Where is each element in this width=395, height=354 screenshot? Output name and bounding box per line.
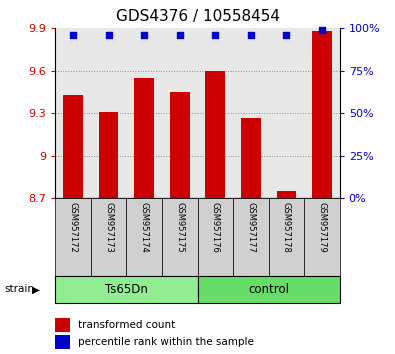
- Point: [70, 32, 76, 38]
- Text: GDS4376 / 10558454: GDS4376 / 10558454: [115, 9, 280, 24]
- Text: GSM957179: GSM957179: [318, 202, 326, 253]
- Bar: [55, 276, 198, 303]
- Point: [248, 32, 254, 38]
- Point: [105, 32, 112, 38]
- Bar: [55, 318, 70, 332]
- Bar: [91, 198, 126, 276]
- Bar: [55, 198, 91, 276]
- Bar: [198, 198, 233, 276]
- Bar: [170, 92, 190, 198]
- Text: strain: strain: [4, 284, 34, 295]
- Text: control: control: [248, 283, 289, 296]
- Bar: [99, 112, 118, 198]
- Bar: [55, 335, 70, 349]
- Point: [141, 32, 147, 38]
- Bar: [276, 191, 296, 198]
- Text: GSM957174: GSM957174: [140, 202, 149, 253]
- Bar: [312, 31, 332, 198]
- Bar: [241, 118, 261, 198]
- Text: GSM957176: GSM957176: [211, 202, 220, 253]
- Text: GSM957173: GSM957173: [104, 202, 113, 253]
- Bar: [63, 95, 83, 198]
- Text: GSM957175: GSM957175: [175, 202, 184, 253]
- Point: [212, 32, 218, 38]
- Text: GSM957178: GSM957178: [282, 202, 291, 253]
- Text: ▶: ▶: [32, 284, 40, 295]
- Bar: [198, 276, 340, 303]
- Text: percentile rank within the sample: percentile rank within the sample: [78, 337, 254, 347]
- Bar: [304, 198, 340, 276]
- Text: GSM957177: GSM957177: [246, 202, 255, 253]
- Point: [319, 27, 325, 33]
- Bar: [126, 198, 162, 276]
- Bar: [162, 198, 198, 276]
- Bar: [269, 198, 304, 276]
- Text: Ts65Dn: Ts65Dn: [105, 283, 148, 296]
- Bar: [233, 198, 269, 276]
- Text: GSM957172: GSM957172: [69, 202, 77, 253]
- Bar: [134, 78, 154, 198]
- Point: [177, 32, 183, 38]
- Point: [283, 32, 290, 38]
- Bar: [205, 71, 225, 198]
- Text: transformed count: transformed count: [78, 320, 175, 330]
